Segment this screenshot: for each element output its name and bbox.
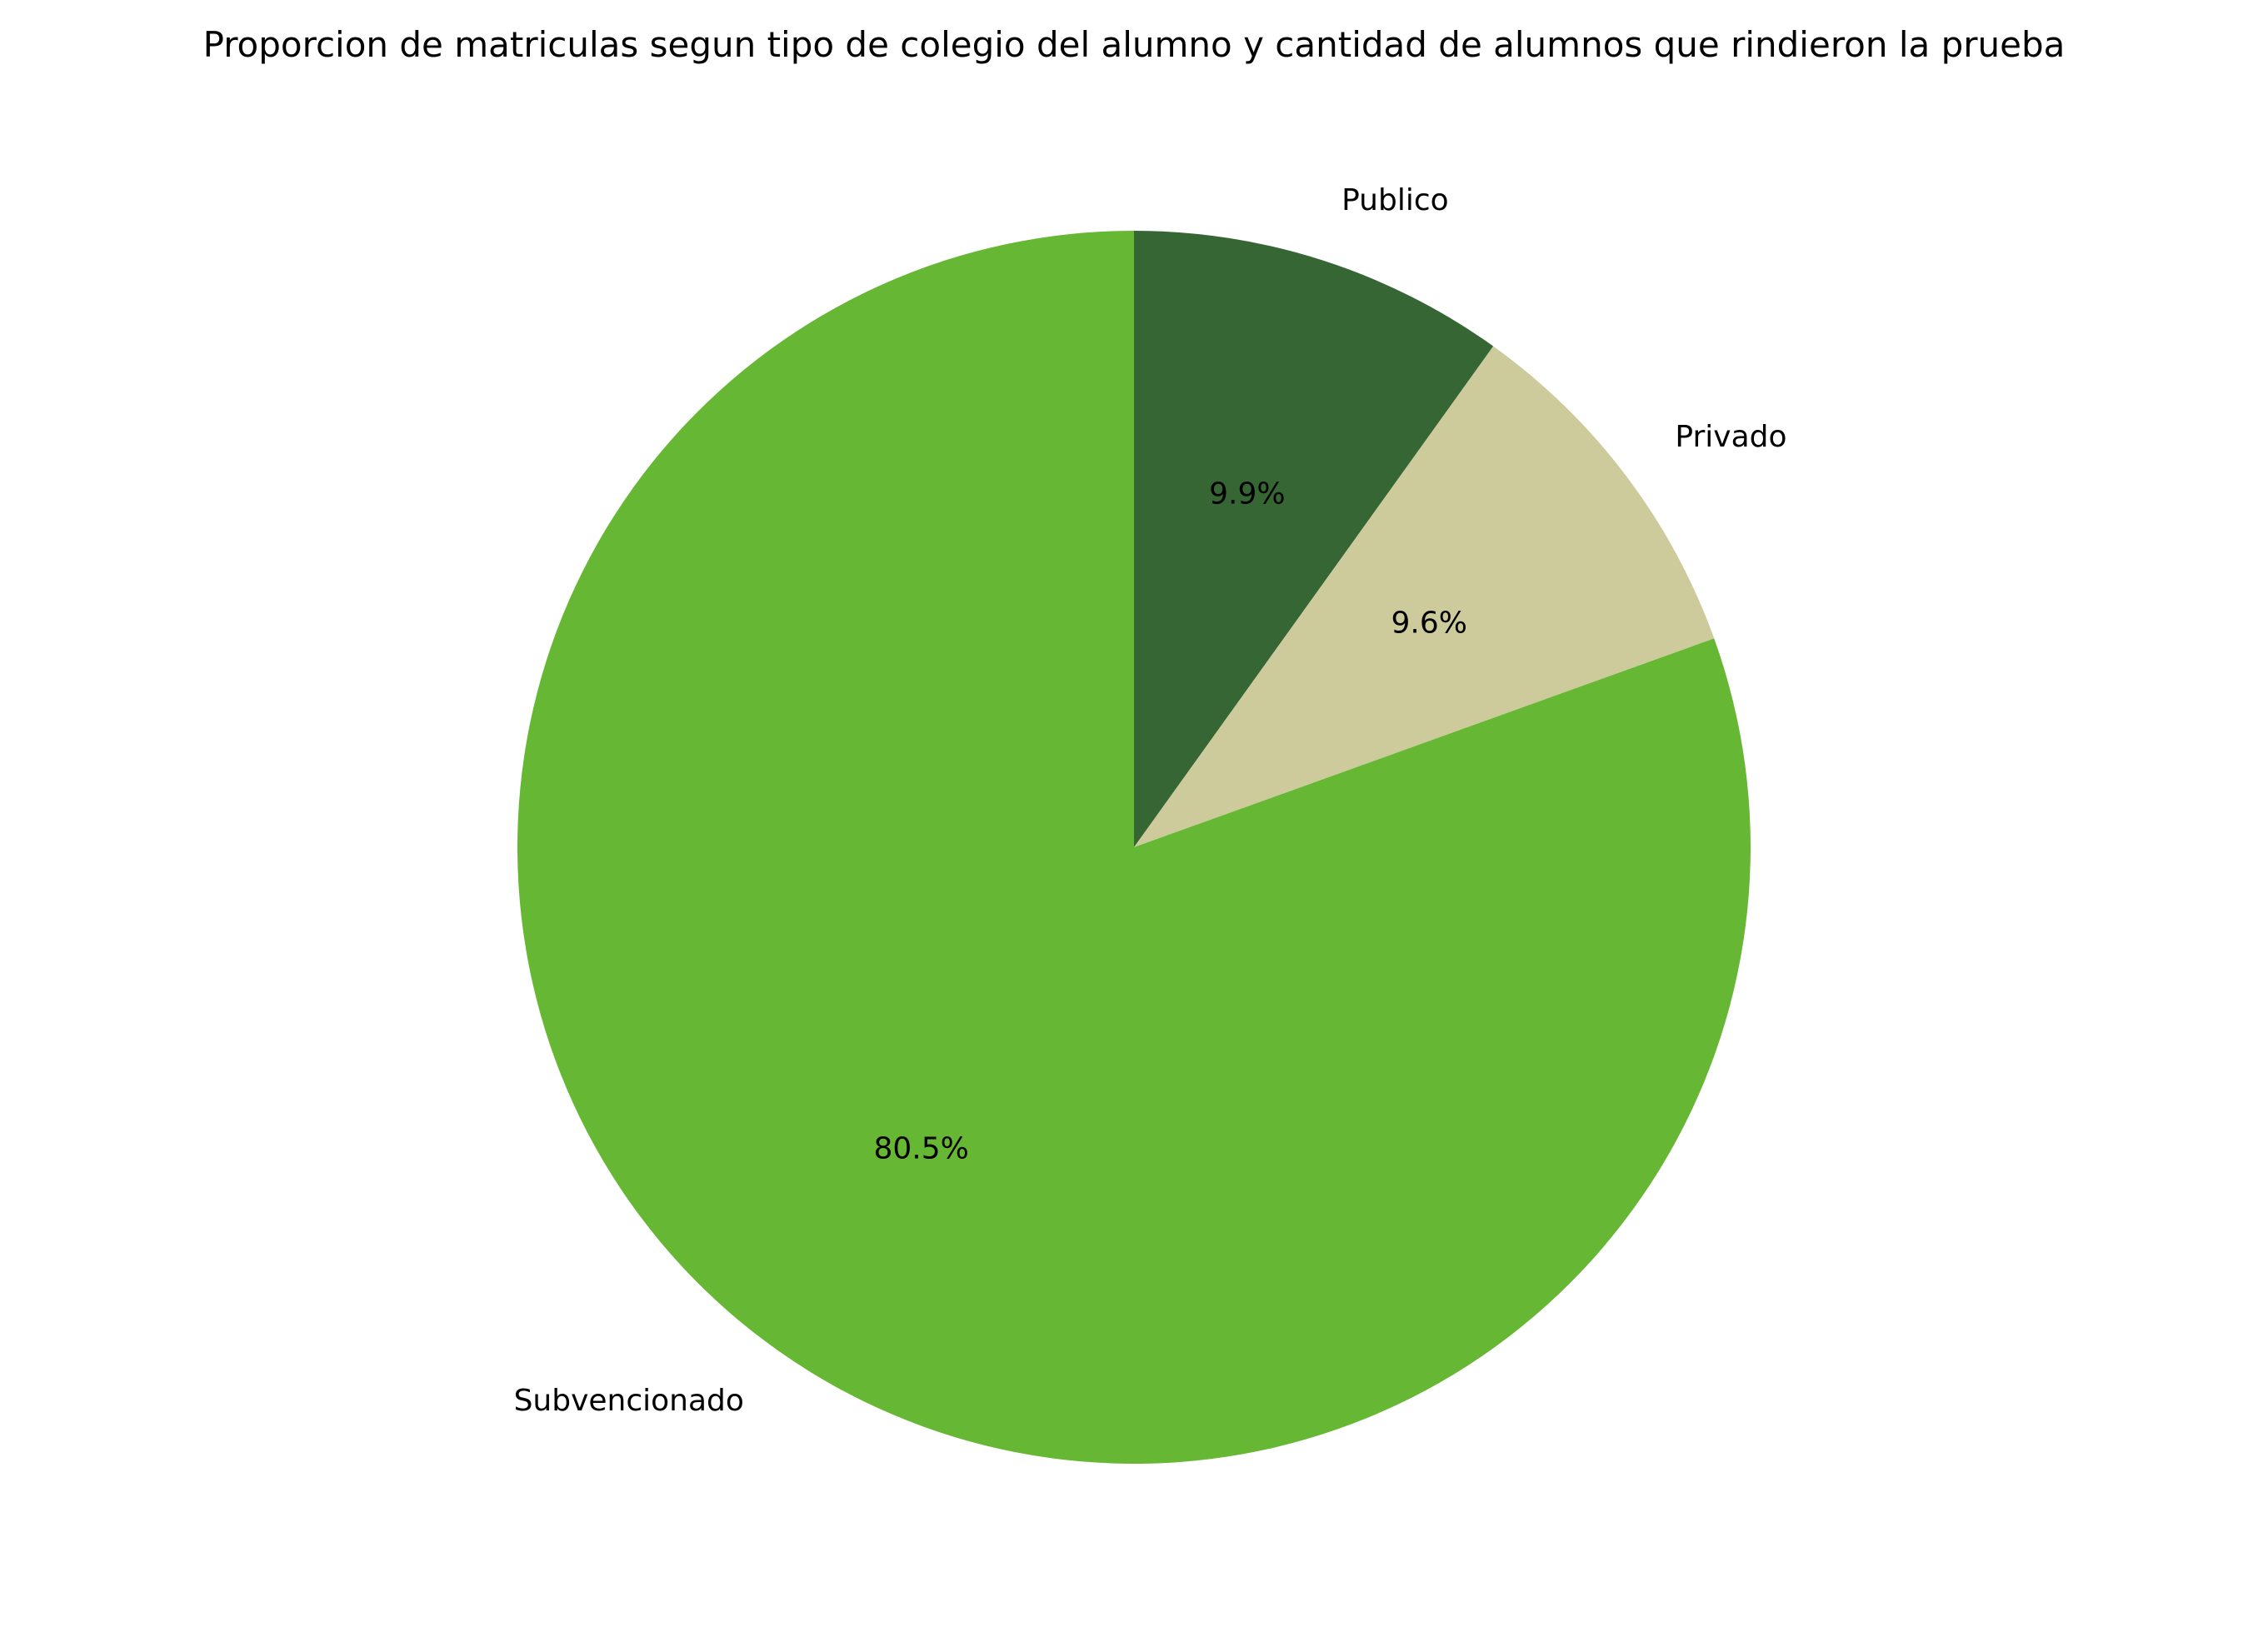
slice-label-privado: Privado (1675, 420, 1786, 454)
slice-label-publico: Publico (1341, 183, 1449, 217)
chart-title: Proporcion de matriculas segun tipo de c… (203, 24, 2066, 65)
pie-labels: Publico 9.9% Privado 9.6% Subvencionado 80.5% (514, 183, 1787, 1418)
pie-slices (517, 231, 1751, 1464)
slice-percent-publico: 9.9% (1209, 477, 1285, 511)
pie-slice-privado (1134, 346, 1715, 847)
slice-percent-privado: 9.6% (1391, 606, 1466, 640)
pie-slice-subvencionado (517, 231, 1751, 1464)
slice-percent-subvencionado: 80.5% (874, 1131, 969, 1165)
pie-slice-publico (1134, 231, 1494, 847)
slice-label-subvencionado: Subvencionado (514, 1384, 744, 1418)
